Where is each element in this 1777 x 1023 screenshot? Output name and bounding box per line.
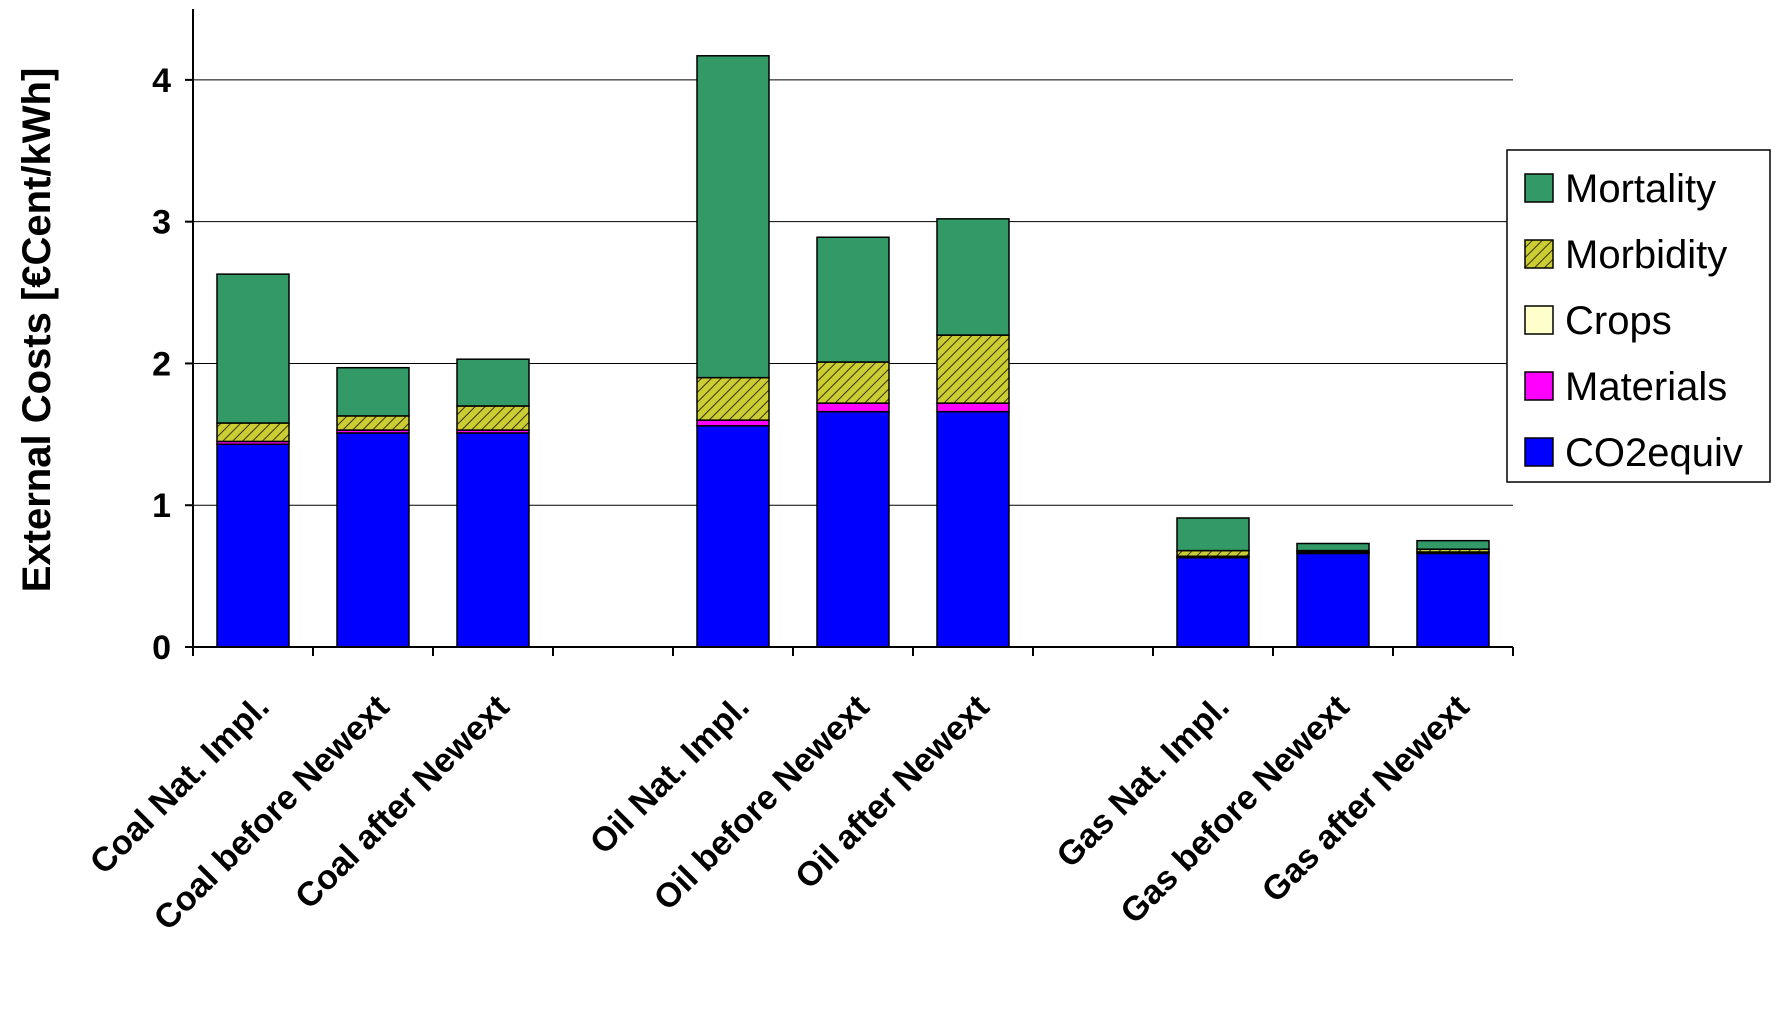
bar-segment-co2equiv <box>216 443 290 648</box>
bar-segment-co2equiv <box>1416 552 1490 648</box>
bar-segment-mortality <box>1416 539 1490 550</box>
x-category-label: Oil before Newext <box>647 688 877 918</box>
bar-segment-morbidity <box>936 334 1010 404</box>
bar-segment-mortality <box>816 236 890 363</box>
legend: Mortality Morbidity Crops Materials CO2equiv <box>1506 149 1771 483</box>
bar-segment-co2equiv <box>696 425 770 648</box>
x-category-label: Gas before Newext <box>1113 688 1356 931</box>
y-axis-title: External Costs [€Cent/kWh] <box>15 68 59 593</box>
bar-segment-co2equiv <box>1296 552 1370 648</box>
legend-swatch-mortality <box>1524 173 1554 203</box>
axes <box>185 9 1514 656</box>
x-category-label: Gas after Newext <box>1255 688 1477 910</box>
bar-segment-morbidity <box>216 422 290 443</box>
legend-swatch-crops <box>1524 305 1554 335</box>
legend-swatch-co2equiv <box>1524 437 1554 467</box>
bar-segment-mortality <box>936 218 1010 336</box>
bars <box>216 55 1490 648</box>
legend-swatch-materials <box>1524 371 1554 401</box>
y-tick-label: 1 <box>152 487 171 525</box>
x-category-label: Coal after Newext <box>288 688 517 917</box>
bar-segment-co2equiv <box>936 410 1010 648</box>
bar-segment-materials <box>696 419 770 427</box>
bar-segment-co2equiv <box>336 432 410 648</box>
bar-segment-mortality <box>1296 542 1370 552</box>
bar-segment-mortality <box>456 358 530 407</box>
x-category-label: Coal before Newext <box>147 688 397 938</box>
y-tick-label: 2 <box>152 345 171 383</box>
bar-segment-materials <box>816 402 890 413</box>
bar-segment-mortality <box>1176 517 1250 552</box>
bar-segment-morbidity <box>336 415 410 431</box>
y-tick-labels: 0 1 2 3 4 <box>152 62 171 667</box>
bar-segment-co2equiv <box>816 410 890 648</box>
bar-segment-morbidity <box>456 405 530 431</box>
bar-segment-co2equiv <box>456 432 530 648</box>
legend-swatch-morbidity <box>1524 239 1554 269</box>
y-tick-label: 3 <box>152 204 171 242</box>
y-tick-label: 4 <box>152 62 171 100</box>
bar-segment-mortality <box>336 366 410 417</box>
bar-segment-morbidity <box>1176 549 1250 558</box>
bar-segment-co2equiv <box>1176 556 1250 648</box>
legend-label-co2equiv: CO2equiv <box>1565 431 1743 475</box>
legend-label-materials: Materials <box>1565 365 1727 409</box>
legend-label-crops: Crops <box>1565 299 1672 343</box>
y-tick-label: 0 <box>152 629 171 667</box>
bar-segment-mortality <box>696 55 770 379</box>
bar-segment-mortality <box>216 273 290 424</box>
bar-segment-materials <box>936 402 1010 413</box>
legend-label-morbidity: Morbidity <box>1565 233 1727 277</box>
bar-segment-morbidity <box>696 376 770 421</box>
bar-segment-morbidity <box>816 361 890 404</box>
legend-label-mortality: Mortality <box>1565 167 1716 211</box>
